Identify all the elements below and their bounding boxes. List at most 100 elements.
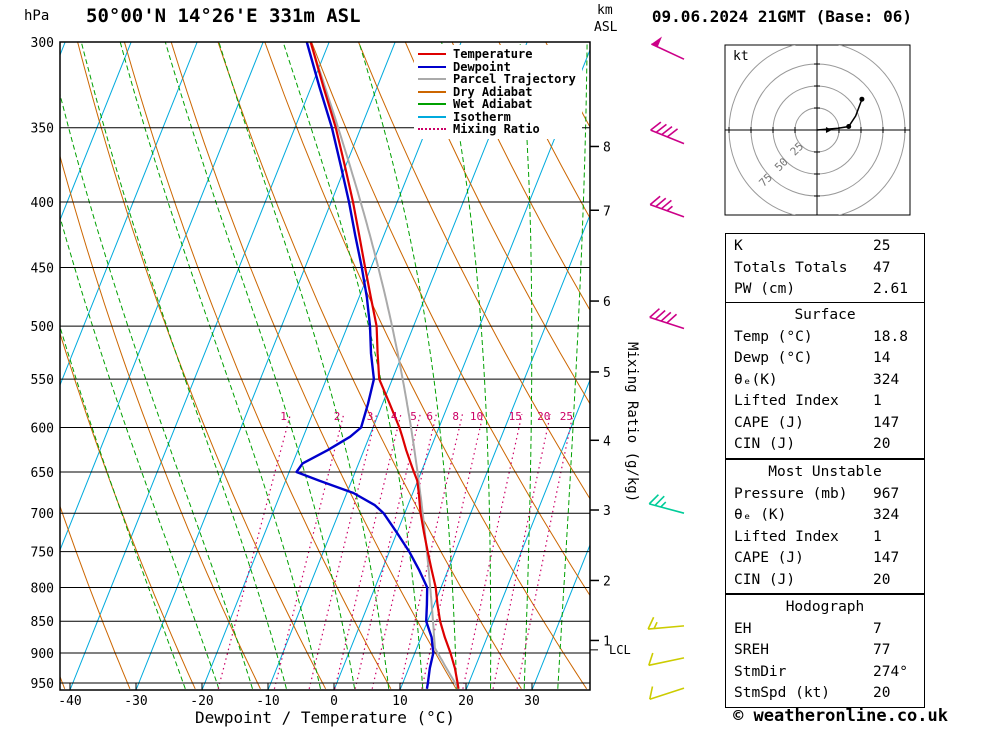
svg-text:400: 400: [31, 196, 54, 211]
indices-table: K 25 Totals Totals 47 PW (cm) 2.61: [725, 233, 925, 304]
sounding-curves: [295, 42, 460, 690]
parcel-trajectory-curve: [309, 42, 460, 690]
svg-text:450: 450: [31, 262, 54, 277]
svg-text:650: 650: [31, 466, 54, 481]
datetime-label: 09.06.2024 21GMT (Base: 06): [651, 7, 912, 26]
svg-text:800: 800: [31, 582, 54, 597]
surface-table: Surface Temp (°C) 18.8 Dewp (°C) 14 θₑ(K) 324 L…: [725, 302, 925, 459]
stat-label: Dewp (°C): [734, 350, 813, 366]
x-axis-label: Dewpoint / Temperature (°C): [194, 708, 456, 727]
stat-value: 20: [873, 685, 891, 701]
svg-text:350: 350: [31, 122, 54, 137]
stat-label: Totals Totals: [734, 259, 848, 276]
svg-text:550: 550: [31, 373, 54, 388]
svg-text:5: 5: [410, 410, 417, 423]
stat-label: StmDir: [734, 663, 787, 680]
legend-item: Temperature: [418, 48, 576, 61]
stat-label: CAPE (J): [734, 414, 804, 431]
stat-label: Temp (°C): [734, 328, 813, 345]
svg-text:900: 900: [31, 647, 54, 662]
km-axis-unit: km: [597, 3, 613, 18]
plot-border: [59, 41, 591, 691]
stat-value: 324: [873, 507, 900, 523]
table-row: StmSpd (kt) 20: [726, 683, 924, 705]
stat-label: StmSpd (kt): [734, 685, 831, 701]
stat-value: 47: [873, 259, 891, 276]
temperature-curve: [309, 42, 460, 689]
legend-item: Wet Adiabat: [418, 98, 576, 111]
mixing-ratio-labels: 1 2 3 4 5 6 8 10 15 20 25: [280, 410, 573, 423]
stat-label: EH: [734, 620, 752, 637]
stat-value: 7: [873, 620, 882, 637]
wind-barbs: [647, 36, 685, 700]
copyright: © weatheronline.co.uk: [733, 706, 948, 726]
stat-value: 147: [873, 414, 900, 431]
svg-text:4: 4: [391, 410, 398, 423]
svg-text:-20: -20: [190, 694, 213, 709]
station-title: 50°00'N 14°26'E 331m ASL: [86, 5, 361, 27]
table-row: θₑ(K) 324: [726, 370, 924, 392]
table-row: StmDir 274°: [726, 662, 924, 684]
stat-label: PW (cm): [734, 281, 796, 297]
table-row: CAPE (J) 147: [726, 548, 924, 570]
stat-label: K: [734, 238, 743, 254]
table-row: Lifted Index 1: [726, 391, 924, 413]
legend-swatch: [418, 128, 446, 131]
hodograph-trace: [816, 98, 863, 131]
stat-label: Pressure (mb): [734, 485, 848, 502]
svg-text:10: 10: [392, 694, 408, 709]
svg-text:0: 0: [330, 694, 338, 709]
svg-text:300: 300: [31, 36, 54, 51]
table-row: CIN (J) 20: [726, 434, 924, 456]
legend-label: Mixing Ratio: [453, 122, 540, 137]
dewpoint-curve: [295, 42, 435, 690]
legend-item: Isotherm: [418, 111, 576, 124]
svg-text:3: 3: [367, 410, 374, 423]
legend-swatch: [418, 90, 446, 93]
stat-value: 14: [873, 350, 891, 366]
stat-label: θₑ(K): [734, 371, 778, 388]
svg-text:-30: -30: [124, 694, 147, 709]
svg-text:6: 6: [426, 410, 433, 423]
stat-value: 20: [873, 436, 891, 452]
svg-text:10: 10: [470, 410, 483, 423]
svg-text:5: 5: [603, 366, 611, 381]
stat-value: 18.8: [873, 328, 908, 345]
table-row: CAPE (J) 147: [726, 413, 924, 435]
axis-tick-labels: 3003504004505005506006507007508008509009…: [31, 36, 631, 709]
table-row: Temp (°C) 18.8: [726, 327, 924, 349]
stat-label: SREH: [734, 642, 769, 658]
table-row: Pressure (mb) 967: [726, 484, 924, 506]
table-header: Most Unstable: [768, 464, 882, 480]
svg-text:20: 20: [537, 410, 550, 423]
stat-value: 147: [873, 550, 900, 566]
table-header: Surface: [794, 307, 856, 323]
legend-label: Dry Adiabat: [453, 84, 533, 99]
svg-text:6: 6: [603, 295, 611, 310]
legend-swatch: [418, 103, 446, 106]
legend-label: Parcel Trajectory: [453, 72, 576, 87]
table-row: SREH 77: [726, 640, 924, 662]
legend-label: Dewpoint: [453, 59, 511, 74]
svg-text:4: 4: [603, 434, 611, 449]
table-row: CIN (J) 20: [726, 570, 924, 592]
legend-item: Dewpoint: [418, 61, 576, 74]
legend-swatch: [418, 65, 446, 68]
table-row: θₑ (K) 324: [726, 505, 924, 527]
hodograph-unit-label: kt: [733, 49, 749, 64]
table-row: Totals Totals 47: [726, 258, 924, 280]
stat-value: 2.61: [873, 281, 908, 297]
table-row: K 25: [726, 236, 924, 258]
legend-swatch: [418, 53, 446, 56]
stat-value: 77: [873, 642, 891, 658]
svg-text:700: 700: [31, 507, 54, 522]
svg-text:500: 500: [31, 320, 54, 335]
stat-label: CIN (J): [734, 571, 796, 588]
svg-text:8: 8: [603, 141, 611, 156]
svg-text:1: 1: [280, 410, 287, 423]
stat-value: 324: [873, 371, 900, 388]
legend-label: Wet Adiabat: [453, 97, 533, 112]
